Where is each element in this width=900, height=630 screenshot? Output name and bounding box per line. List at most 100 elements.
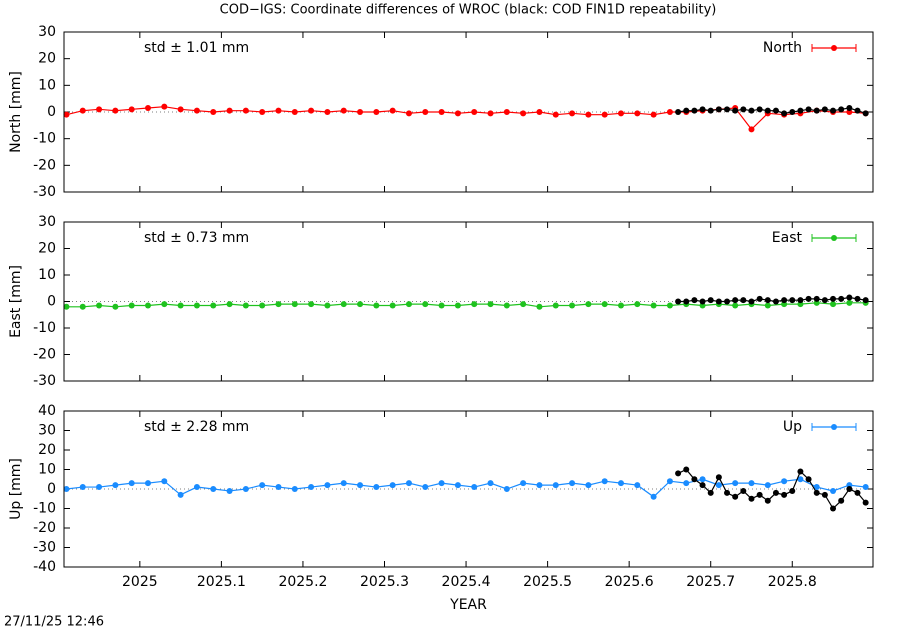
data-point — [503, 302, 510, 309]
data-point — [715, 474, 722, 481]
data-point — [536, 109, 543, 115]
data-point — [813, 107, 820, 114]
timestamp: 27/11/25 12:46 — [4, 615, 104, 630]
data-point — [454, 482, 461, 489]
y-tick-label: -30 — [33, 373, 56, 389]
data-point — [422, 301, 429, 308]
data-point — [854, 295, 861, 302]
y-tick-label: -10 — [33, 501, 56, 517]
data-point — [487, 480, 494, 487]
data-point — [405, 301, 412, 308]
data-point — [177, 491, 184, 498]
data-point — [707, 107, 714, 114]
data-point — [308, 301, 315, 308]
x-tick-label: 2025.6 — [605, 574, 654, 590]
data-point — [724, 106, 731, 113]
data-point — [291, 486, 298, 492]
y-tick-label: 20 — [38, 241, 56, 257]
data-point — [618, 302, 625, 309]
data-point — [675, 298, 682, 305]
data-point — [373, 302, 380, 309]
data-point — [96, 484, 103, 491]
data-point — [405, 480, 412, 487]
y-tick-label: 10 — [38, 462, 56, 478]
data-point — [634, 482, 641, 489]
data-point — [63, 486, 70, 492]
data-point — [772, 298, 779, 305]
legend-marker — [831, 424, 837, 430]
data-point — [675, 470, 682, 477]
data-point — [308, 107, 315, 114]
data-point — [821, 491, 828, 498]
data-point — [748, 480, 755, 487]
y-tick-label: -30 — [33, 540, 56, 556]
data-point — [846, 486, 853, 492]
data-point — [373, 484, 380, 491]
data-point — [732, 480, 739, 487]
y-tick-label: 0 — [47, 294, 56, 310]
data-point — [813, 484, 820, 491]
data-point — [340, 107, 347, 114]
data-point — [112, 482, 119, 489]
data-point — [193, 302, 200, 309]
data-point — [691, 297, 698, 304]
data-point — [854, 489, 861, 496]
data-point — [569, 110, 576, 117]
data-point — [487, 301, 494, 308]
data-point — [707, 489, 714, 496]
data-point — [634, 110, 641, 117]
data-point — [699, 106, 706, 113]
data-point — [63, 111, 70, 118]
data-point — [830, 107, 837, 114]
data-point — [813, 489, 820, 496]
data-point — [764, 297, 771, 304]
data-point — [569, 302, 576, 309]
data-point — [177, 106, 184, 113]
y-tick-label: 40 — [38, 403, 56, 419]
data-point — [389, 302, 396, 309]
data-point — [503, 486, 510, 492]
data-point — [789, 297, 796, 304]
x-axis-label: YEAR — [449, 597, 487, 613]
data-point — [536, 303, 543, 310]
y-tick-label: 20 — [38, 442, 56, 458]
legend-marker — [831, 45, 837, 51]
data-point — [740, 297, 747, 304]
data-point — [715, 482, 722, 489]
data-point — [520, 480, 527, 487]
data-point — [805, 476, 812, 483]
data-point — [797, 468, 804, 475]
data-point — [683, 298, 690, 305]
std-annotation: std ± 0.73 mm — [144, 230, 249, 246]
data-point — [683, 466, 690, 473]
x-tick-label: 2025.1 — [197, 574, 246, 590]
data-point — [666, 478, 673, 485]
data-point — [650, 111, 657, 118]
data-point — [781, 297, 788, 304]
data-point — [748, 298, 755, 305]
y-tick-label: 10 — [38, 267, 56, 283]
y-axis-label: East [mm] — [8, 265, 24, 338]
y-tick-label: -30 — [33, 184, 56, 200]
y-axis-label: Up [mm] — [8, 458, 24, 520]
data-point — [471, 484, 478, 491]
data-point — [259, 482, 266, 489]
data-point — [389, 482, 396, 489]
data-point — [699, 482, 706, 489]
data-point — [552, 111, 559, 118]
y-tick-label: -10 — [33, 131, 56, 147]
data-point — [193, 484, 200, 491]
plot-frame — [63, 221, 874, 382]
data-point — [357, 301, 364, 308]
data-point — [732, 302, 739, 309]
data-point — [389, 107, 396, 114]
x-tick-label: 2025.5 — [523, 574, 572, 590]
data-point — [128, 302, 135, 309]
data-point — [683, 107, 690, 114]
data-point — [520, 110, 527, 117]
data-point — [340, 301, 347, 308]
data-point — [732, 107, 739, 114]
data-point — [838, 106, 845, 113]
data-point — [128, 480, 135, 487]
